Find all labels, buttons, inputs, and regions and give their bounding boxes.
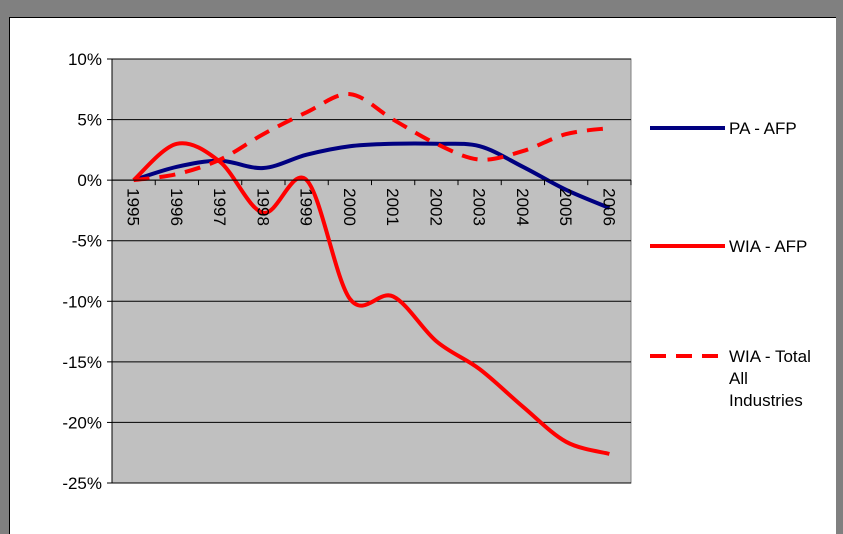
line-chart: 10% 5% 0% -5% -10% -15% -20% -25% 1995 1996 1997 19… <box>62 50 811 493</box>
y-tick-label: 10% <box>68 50 102 69</box>
x-tick-label: 2001 <box>383 188 402 226</box>
x-tick-label: 1996 <box>167 188 186 226</box>
x-tick-label: 2004 <box>513 188 532 226</box>
x-tick-label: 1995 <box>124 188 143 226</box>
y-tick-label: 5% <box>77 111 102 130</box>
legend-label: All <box>729 369 748 388</box>
legend-label: WIA - Total <box>729 347 811 366</box>
x-tick-label: 2002 <box>426 188 445 226</box>
x-tick-label: 2000 <box>340 188 359 226</box>
x-tick-label: 1998 <box>253 188 272 226</box>
legend-label: PA - AFP <box>729 119 797 138</box>
series-line-3 <box>133 92 610 183</box>
y-tick-label: -5% <box>72 232 102 251</box>
plot-area <box>111 58 632 484</box>
y-tick-label: -25% <box>62 474 102 493</box>
legend-label: WIA - AFP <box>729 237 807 256</box>
x-tick-label: 2003 <box>470 188 489 226</box>
x-tick-label: 2005 <box>556 188 575 226</box>
x-tick-label: 1997 <box>210 188 229 226</box>
legend-label: Industries <box>729 391 803 410</box>
y-tick-label: -15% <box>62 353 102 372</box>
y-tick-label: 0% <box>77 171 102 190</box>
y-tick-label: -20% <box>62 413 102 432</box>
chart-area: 10% 5% 0% -5% -10% -15% -20% -25% 1995 1996 1997 19… <box>9 17 836 534</box>
y-tick-label: -10% <box>62 292 102 311</box>
series-line-2 <box>132 141 610 456</box>
x-tick-label: 1999 <box>297 188 316 226</box>
x-tick-label: 2006 <box>599 188 618 226</box>
